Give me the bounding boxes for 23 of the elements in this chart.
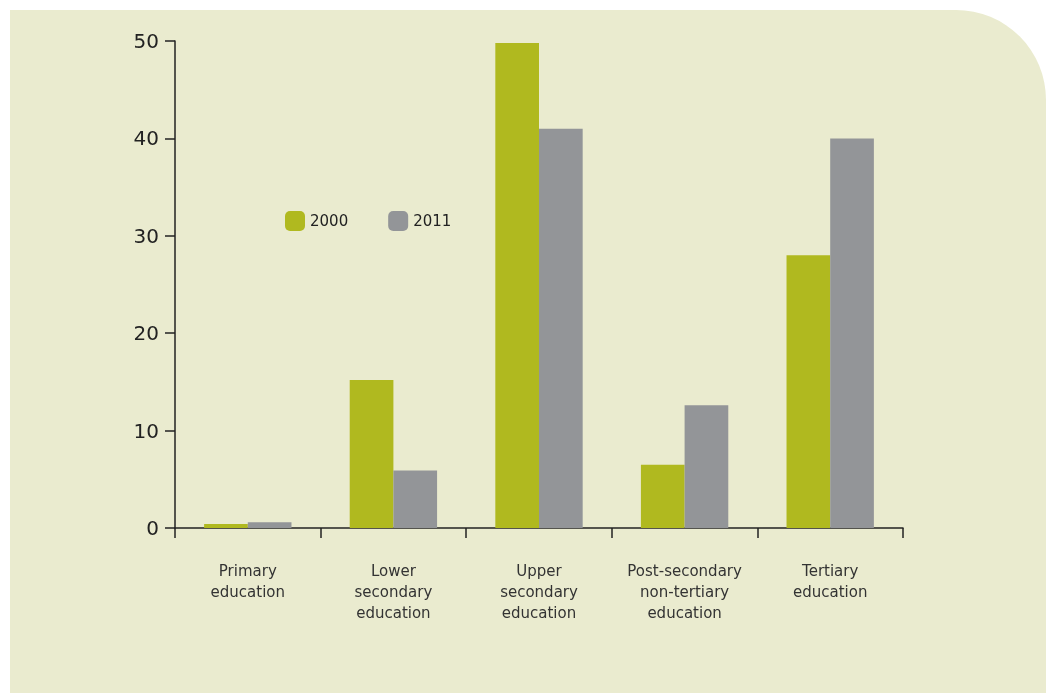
y-tick-label: 10 [133, 418, 159, 443]
bar [640, 464, 685, 528]
x-tick-label: Upper secondary education [500, 561, 578, 622]
y-tick-label: 20 [133, 321, 159, 346]
bar [684, 405, 729, 528]
bar [204, 524, 248, 528]
bar [539, 128, 583, 528]
legend-label: 2000 [310, 212, 349, 230]
y-tick-label: 0 [146, 516, 159, 540]
bar [349, 379, 394, 528]
bar [786, 255, 831, 528]
legend-label: 2011 [413, 212, 452, 230]
bar [393, 470, 438, 528]
x-tick-label: Post-secondary non-tertiary education [627, 561, 742, 622]
x-tick-label: Tertiary education [792, 561, 868, 601]
y-tick-label: 50 [133, 29, 159, 53]
bar [247, 522, 292, 528]
bar [495, 42, 539, 528]
bar [830, 138, 874, 528]
y-tick-label: 30 [133, 223, 159, 248]
x-tick-label: Primary education [210, 561, 286, 601]
x-tick-label: Lower secondary education [354, 561, 433, 622]
y-tick-label: 40 [133, 126, 159, 151]
